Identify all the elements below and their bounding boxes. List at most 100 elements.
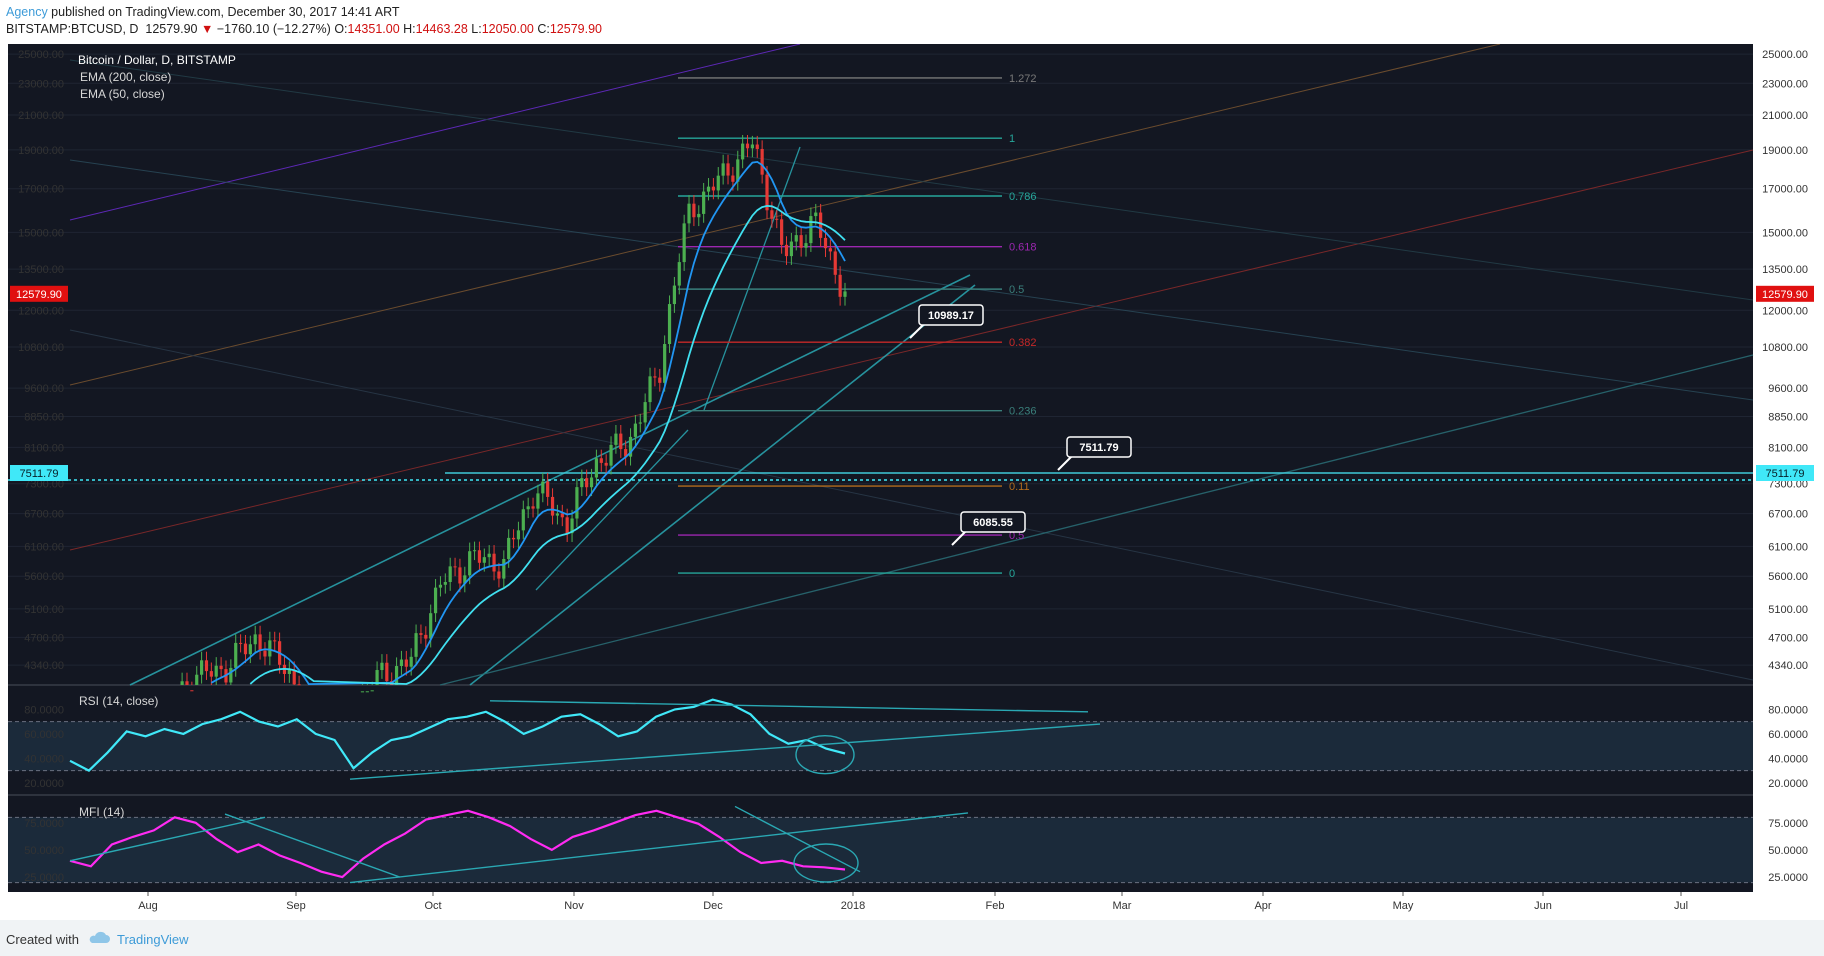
fib-level-label: 0.236 bbox=[1009, 406, 1037, 418]
chart-area[interactable]: 1.272 1 0.786 0.618 0.5 0.382 0.236 0.11 0.5 0 Au… bbox=[0, 43, 1824, 920]
down-arrow-icon: ▼ bbox=[201, 22, 214, 36]
ema200-line bbox=[249, 204, 846, 685]
chart-header: Agency published on TradingView.com, Dec… bbox=[0, 0, 1824, 44]
candle-body bbox=[697, 213, 701, 218]
candle-body bbox=[760, 148, 764, 175]
trendline-channel bbox=[469, 284, 976, 686]
rsi-line bbox=[69, 698, 846, 772]
candle-body bbox=[736, 159, 740, 182]
candle-body bbox=[243, 643, 248, 655]
y-tick-label-right: 17000.00 bbox=[1762, 184, 1808, 196]
high-label: H: bbox=[403, 22, 416, 36]
candle-body bbox=[190, 690, 194, 692]
high-value: 14463.28 bbox=[415, 22, 468, 36]
candle-body bbox=[745, 143, 750, 149]
created-with-label: Created with bbox=[6, 932, 79, 947]
rsi-tick-left: 20.0000 bbox=[24, 778, 64, 790]
footer: Created with TradingView bbox=[0, 920, 1824, 956]
candle-body bbox=[794, 235, 798, 242]
legend-ema50: EMA (50, close) bbox=[80, 87, 165, 101]
mfi-tick-right: 50.0000 bbox=[1768, 845, 1808, 857]
y-tick-label-right: 23000.00 bbox=[1762, 78, 1808, 90]
y-tick-label-left: 8100.00 bbox=[24, 442, 64, 454]
candle-body bbox=[580, 478, 584, 488]
y-tick-label-left: 4700.00 bbox=[24, 632, 64, 644]
y-tick-label-right: 6100.00 bbox=[1768, 541, 1808, 553]
y-tick-label-left: 8850.00 bbox=[24, 412, 64, 424]
publish-text: published on TradingView.com, December 3… bbox=[47, 5, 400, 19]
rsi-tick-left: 40.0000 bbox=[24, 753, 64, 765]
candle-body bbox=[536, 493, 540, 509]
y-tick-label-left: 13500.00 bbox=[18, 264, 64, 276]
candle-body bbox=[234, 642, 238, 668]
mfi-trendline bbox=[349, 812, 969, 884]
tradingview-cloud-icon bbox=[88, 931, 112, 948]
candle-body bbox=[399, 659, 404, 667]
candle-body bbox=[380, 662, 384, 671]
mfi-tick-left: 50.0000 bbox=[24, 845, 64, 857]
candle-body bbox=[609, 444, 613, 466]
y-tick-label-left: 15000.00 bbox=[18, 227, 64, 239]
candle-body bbox=[546, 481, 550, 497]
low-label: L: bbox=[471, 22, 482, 36]
candle-body bbox=[472, 550, 477, 552]
candle-body bbox=[204, 660, 209, 672]
candle-body bbox=[541, 481, 545, 494]
publish-line: Agency published on TradingView.com, Dec… bbox=[6, 5, 400, 19]
close-label: C: bbox=[537, 22, 550, 36]
x-tick-label: Aug bbox=[138, 900, 158, 912]
mfi-tick-right: 75.0000 bbox=[1768, 818, 1808, 830]
candle-body bbox=[750, 144, 754, 149]
candle-body bbox=[804, 243, 808, 248]
candle-body bbox=[443, 582, 447, 585]
candle-body bbox=[394, 666, 399, 685]
candle-body bbox=[599, 458, 603, 463]
mfi-ellipse bbox=[793, 843, 859, 883]
candle-body bbox=[648, 376, 652, 403]
fib-level-label: 0.11 bbox=[1009, 481, 1030, 493]
candle-body bbox=[672, 285, 677, 305]
rsi-tick-left: 60.0000 bbox=[24, 729, 64, 741]
candle-body bbox=[438, 584, 443, 588]
candle-body bbox=[638, 422, 642, 424]
candle-body bbox=[819, 212, 823, 238]
candle-body bbox=[511, 537, 516, 540]
price-pane bbox=[8, 44, 1753, 685]
candle-body bbox=[780, 219, 784, 245]
y-tick-label-right: 9600.00 bbox=[1768, 383, 1808, 395]
rsi-legend: RSI (14, close) bbox=[79, 694, 158, 708]
callout-6085: 6085.55 bbox=[973, 517, 1013, 529]
candle-body bbox=[497, 571, 501, 579]
y-tick-label-left: 25000.00 bbox=[18, 49, 64, 61]
candle-body bbox=[409, 656, 413, 667]
candle-body bbox=[570, 518, 574, 534]
y-tick-label-right: 21000.00 bbox=[1762, 110, 1808, 122]
author-link[interactable]: Agency bbox=[6, 5, 48, 19]
candle-body bbox=[843, 291, 847, 297]
candle-body bbox=[219, 665, 223, 670]
candle-body bbox=[487, 553, 491, 558]
candle-body bbox=[775, 218, 779, 220]
tradingview-link[interactable]: TradingView bbox=[117, 932, 189, 947]
chart-svg[interactable]: 1.272 1 0.786 0.618 0.5 0.382 0.236 0.11 0.5 0 Au… bbox=[0, 43, 1824, 920]
candle-body bbox=[365, 691, 369, 693]
level-tag-left-bg bbox=[10, 465, 68, 481]
candle-body bbox=[468, 551, 472, 576]
y-tick-label-right: 7300.00 bbox=[1768, 479, 1808, 491]
mfi-legend: MFI (14) bbox=[79, 805, 124, 819]
trendline-steep bbox=[703, 146, 801, 411]
fib-level-label: 0 bbox=[1009, 568, 1015, 580]
candle-body bbox=[789, 241, 793, 257]
change-value: −1760.10 (−12.27%) bbox=[216, 22, 331, 36]
candle-body bbox=[687, 203, 691, 224]
y-tick-label-left: 6700.00 bbox=[24, 509, 64, 521]
candle-body bbox=[624, 449, 628, 457]
candle-body bbox=[492, 553, 496, 572]
mfi-band bbox=[8, 817, 1753, 883]
callout-7511-box bbox=[1066, 436, 1132, 458]
candle-body bbox=[516, 530, 521, 540]
candle-body bbox=[502, 558, 506, 579]
fib-level-label: 0.786 bbox=[1009, 191, 1037, 203]
candle-body bbox=[448, 566, 452, 583]
y-tick-label-right: 12000.00 bbox=[1762, 305, 1808, 317]
